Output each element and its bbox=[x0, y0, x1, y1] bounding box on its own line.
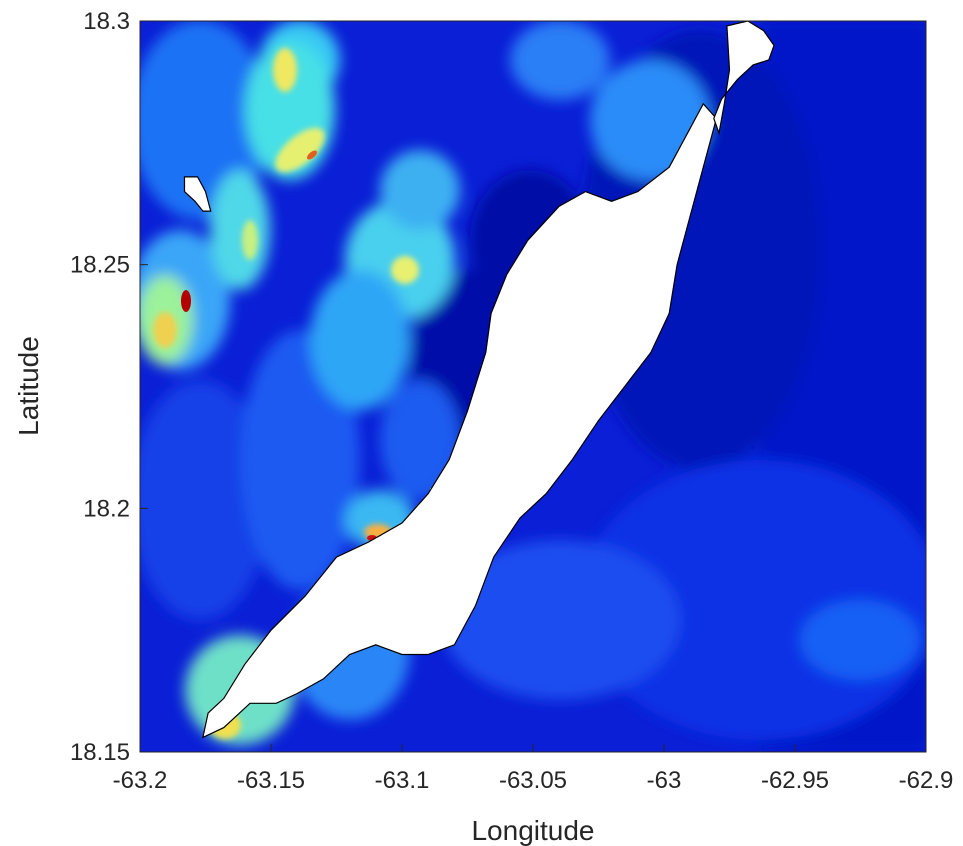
land-west-islet bbox=[183, 176, 212, 212]
x-tick-label: -62.9 bbox=[899, 767, 954, 794]
y-tick-label: 18.3 bbox=[83, 8, 130, 35]
x-tick-label: -62.95 bbox=[761, 767, 829, 794]
x-axis-label: Longitude bbox=[471, 815, 594, 846]
x-tick-label: -63 bbox=[647, 767, 682, 794]
land-northeast-island bbox=[713, 21, 775, 136]
x-axis: -63.2 -63.15 -63.1 -63.05 -63 -62.95 -62.9 bbox=[113, 744, 954, 794]
x-tick-label: -63.1 bbox=[375, 767, 430, 794]
y-tick-label: 18.15 bbox=[70, 739, 130, 766]
x-tick-label: -63.05 bbox=[499, 767, 567, 794]
land-layer bbox=[183, 21, 775, 739]
y-axis-label: Latitude bbox=[13, 336, 44, 436]
x-tick-label: -63.15 bbox=[237, 767, 305, 794]
y-tick-label: 18.2 bbox=[83, 495, 130, 522]
x-tick-label: -63.2 bbox=[113, 767, 168, 794]
y-tick-label: 18.25 bbox=[70, 252, 130, 279]
y-axis: 18.15 18.2 18.25 18.3 bbox=[70, 8, 148, 766]
